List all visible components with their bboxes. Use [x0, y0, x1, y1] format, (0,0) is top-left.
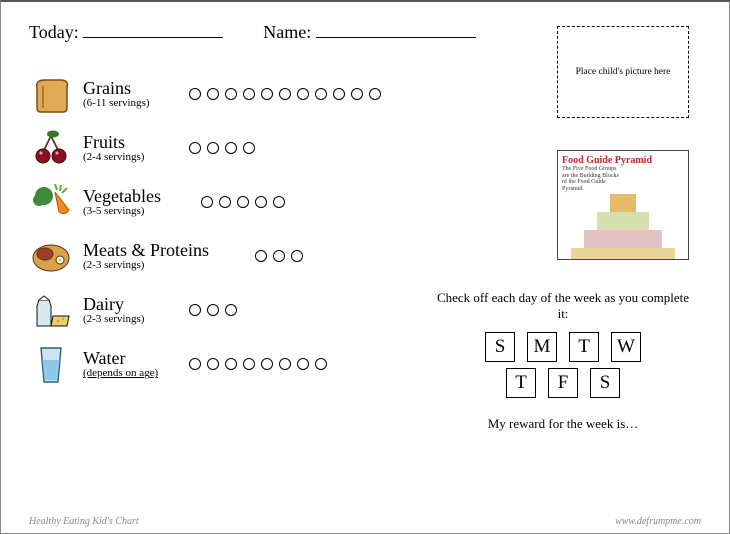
footer: Healthy Eating Kid's Chart www.defrumpme…	[1, 516, 729, 527]
water-icon	[29, 342, 73, 386]
picture-placeholder-text: Place child's picture here	[576, 67, 671, 77]
vegetables-checkbox[interactable]	[201, 196, 213, 208]
name-line[interactable]	[316, 20, 476, 38]
grains-checkbox[interactable]	[297, 88, 309, 100]
water-checkbox[interactable]	[189, 358, 201, 370]
dairy-servings: (2-3 servings)	[83, 313, 171, 325]
dairy-circles	[189, 304, 237, 316]
water-name: Water	[83, 349, 171, 368]
meats-circles	[255, 250, 303, 262]
today-label: Today:	[29, 22, 79, 42]
day-instruction: Check off each day of the week as you co…	[433, 290, 693, 322]
grains-circles	[189, 88, 381, 100]
grains-checkbox[interactable]	[189, 88, 201, 100]
meats-label-group: Meats & Proteins(2-3 servings)	[83, 241, 237, 272]
meats-checkbox[interactable]	[273, 250, 285, 262]
day-box[interactable]: T	[569, 332, 599, 362]
name-label: Name:	[263, 22, 311, 42]
today-group: Today:	[29, 20, 223, 43]
grains-label-group: Grains(6-11 servings)	[83, 79, 171, 110]
water-label-group: Water(depends on age)	[83, 349, 171, 380]
dairy-checkbox[interactable]	[207, 304, 219, 316]
pyramid-icon	[571, 194, 675, 260]
meats-checkbox[interactable]	[291, 250, 303, 262]
fruits-checkbox[interactable]	[243, 142, 255, 154]
water-checkbox[interactable]	[297, 358, 309, 370]
day-box[interactable]: T	[506, 368, 536, 398]
vegetables-circles	[201, 196, 285, 208]
meats-name: Meats & Proteins	[83, 241, 237, 260]
vegetables-checkbox[interactable]	[273, 196, 285, 208]
water-checkbox[interactable]	[315, 358, 327, 370]
grains-checkbox[interactable]	[315, 88, 327, 100]
grains-checkbox[interactable]	[261, 88, 273, 100]
meats-checkbox[interactable]	[255, 250, 267, 262]
vegetables-checkbox[interactable]	[219, 196, 231, 208]
vegetables-checkbox[interactable]	[237, 196, 249, 208]
footer-right: www.defrumpme.com	[615, 516, 701, 527]
grains-name: Grains	[83, 79, 171, 98]
fruits-checkbox[interactable]	[225, 142, 237, 154]
picture-placeholder[interactable]: Place child's picture here	[557, 26, 689, 118]
fruits-checkbox[interactable]	[189, 142, 201, 154]
grains-checkbox[interactable]	[351, 88, 363, 100]
reward-text: My reward for the week is…	[433, 416, 693, 432]
fruits-icon	[29, 126, 73, 170]
dairy-icon	[29, 288, 73, 332]
water-checkbox[interactable]	[279, 358, 291, 370]
day-box[interactable]: F	[548, 368, 578, 398]
footer-left: Healthy Eating Kid's Chart	[29, 516, 139, 527]
vegetables-name: Vegetables	[83, 187, 183, 206]
fruits-label-group: Fruits(2-4 servings)	[83, 133, 171, 164]
meats-servings: (2-3 servings)	[83, 259, 237, 271]
day-row-2: TFS	[433, 368, 693, 398]
water-servings: (depends on age)	[83, 367, 171, 379]
meats-icon	[29, 234, 73, 278]
today-line[interactable]	[83, 20, 223, 38]
grains-checkbox[interactable]	[207, 88, 219, 100]
name-group: Name:	[263, 20, 475, 43]
vegetables-servings: (3-5 servings)	[83, 205, 183, 217]
dairy-checkbox[interactable]	[189, 304, 201, 316]
vegetables-icon	[29, 180, 73, 224]
water-checkbox[interactable]	[225, 358, 237, 370]
pyramid-title: Food Guide Pyramid	[562, 155, 684, 166]
grains-servings: (6-11 servings)	[83, 97, 171, 109]
grains-checkbox[interactable]	[243, 88, 255, 100]
fruits-name: Fruits	[83, 133, 171, 152]
dairy-label-group: Dairy(2-3 servings)	[83, 295, 171, 326]
vegetables-label-group: Vegetables(3-5 servings)	[83, 187, 183, 218]
fruits-circles	[189, 142, 255, 154]
food-pyramid-card: Food Guide Pyramid The Five Food Groups …	[557, 150, 689, 260]
grains-checkbox[interactable]	[333, 88, 345, 100]
grains-checkbox[interactable]	[279, 88, 291, 100]
grains-icon	[29, 72, 73, 116]
grains-checkbox[interactable]	[369, 88, 381, 100]
pyramid-subtitle: The Five Food Groups are the Building Bl…	[562, 166, 622, 192]
day-box[interactable]: S	[485, 332, 515, 362]
day-row-1: SMTW	[433, 332, 693, 362]
day-box[interactable]: S	[590, 368, 620, 398]
water-checkbox[interactable]	[261, 358, 273, 370]
day-box[interactable]: W	[611, 332, 641, 362]
water-checkbox[interactable]	[243, 358, 255, 370]
day-box[interactable]: M	[527, 332, 557, 362]
water-circles	[189, 358, 327, 370]
day-boxes: SMTW TFS	[433, 332, 693, 398]
fruits-servings: (2-4 servings)	[83, 151, 171, 163]
fruits-checkbox[interactable]	[207, 142, 219, 154]
dairy-checkbox[interactable]	[225, 304, 237, 316]
grains-checkbox[interactable]	[225, 88, 237, 100]
water-checkbox[interactable]	[207, 358, 219, 370]
dairy-name: Dairy	[83, 295, 171, 314]
vegetables-checkbox[interactable]	[255, 196, 267, 208]
day-section: Check off each day of the week as you co…	[433, 290, 693, 432]
